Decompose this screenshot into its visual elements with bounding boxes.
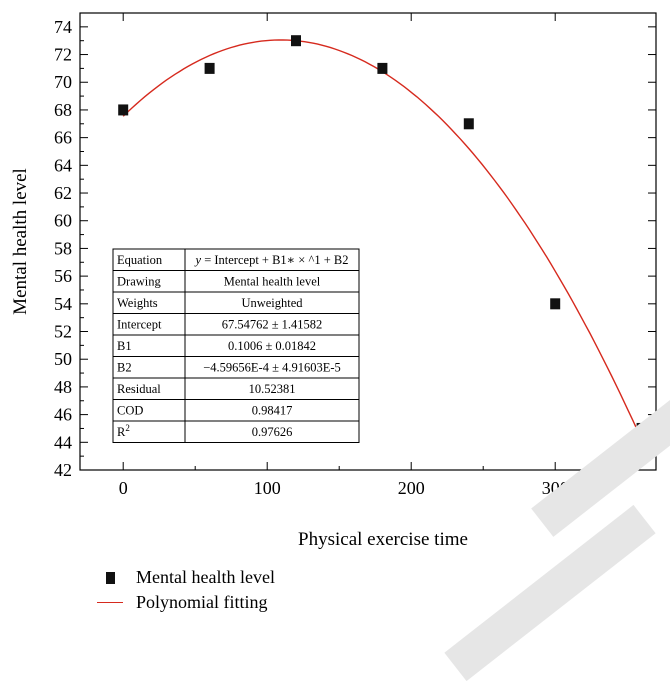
data-point (291, 35, 301, 47)
stats-table-value: Mental health level (224, 275, 321, 289)
stats-table-label: Intercept (117, 318, 162, 332)
legend-item-line: Polynomial fitting (96, 590, 275, 615)
data-point (377, 62, 388, 74)
y-tick-label: 44 (54, 432, 72, 452)
stats-table-label: COD (117, 404, 143, 418)
data-point (118, 104, 129, 116)
stats-table: Equation y = Intercept + B1∗ × ^1 + B2 Dra… (112, 248, 360, 443)
stats-table-value: Unweighted (241, 296, 303, 310)
y-tick-label: 62 (54, 183, 72, 203)
stats-table-value: 0.1006 ± 0.01842 (228, 339, 316, 353)
legend-item-scatter: Mental health level (96, 565, 275, 590)
y-tick-label: 42 (54, 460, 72, 480)
y-tick-label: 74 (54, 17, 72, 37)
y-tick-label: 54 (54, 294, 72, 314)
y-tick-label: 60 (54, 211, 72, 231)
y-tick-label: 70 (54, 72, 72, 92)
stats-table-value: 67.54762 ± 1.41582 (222, 318, 323, 332)
y-tick-label: 56 (54, 266, 72, 286)
y-tick-label: 50 (54, 349, 72, 369)
legend-line-marker-icon (96, 602, 124, 603)
stats-table-label: Weights (117, 296, 158, 310)
legend-scatter-label: Mental health level (136, 567, 275, 587)
y-tick-label: 46 (54, 405, 72, 425)
x-tick-label: 100 (254, 478, 281, 498)
stats-table-border (112, 248, 360, 443)
stats-table-label: Residual (117, 382, 161, 396)
legend: Mental health level Polynomial fitting (96, 565, 275, 615)
plot-area-border (79, 12, 657, 471)
stats-table-value: 0.98417 (252, 404, 293, 418)
stats-table-label: B2 (117, 361, 132, 375)
stats-table-label: B1 (117, 339, 132, 353)
y-tick-label: 66 (54, 128, 72, 148)
y-tick-label: 52 (54, 322, 72, 342)
stats-table-value: 10.52381 (249, 382, 296, 396)
stats-table-label: Equation (117, 253, 163, 267)
x-tick-label: 0 (119, 478, 128, 498)
legend-square-marker-icon (96, 571, 124, 584)
data-point (204, 62, 215, 74)
y-tick-label: 64 (54, 155, 72, 175)
y-tick-label: 48 (54, 377, 72, 397)
stats-table-value: −4.59656E-4 ± 4.91603E-5 (203, 361, 341, 375)
x-tick-label: 200 (398, 478, 425, 498)
y-tick-label: 72 (54, 45, 72, 65)
stats-table-value: y = Intercept + B1∗ × ^1 + B2 (194, 253, 349, 267)
x-axis-label: Physical exercise time (298, 529, 468, 550)
legend-line-label: Polynomial fitting (136, 592, 268, 612)
y-axis-label: Mental health level (10, 168, 31, 315)
y-tick-label: 68 (54, 100, 72, 120)
plot-frame (79, 12, 657, 471)
stats-table-label: Drawing (117, 275, 161, 289)
data-point (550, 298, 561, 310)
stats-table-value: 0.97626 (252, 425, 293, 439)
data-point (463, 118, 474, 130)
y-tick-label: 58 (54, 238, 72, 258)
chart-svg: 0100200300424446485052545658606264666870… (10, 12, 657, 550)
